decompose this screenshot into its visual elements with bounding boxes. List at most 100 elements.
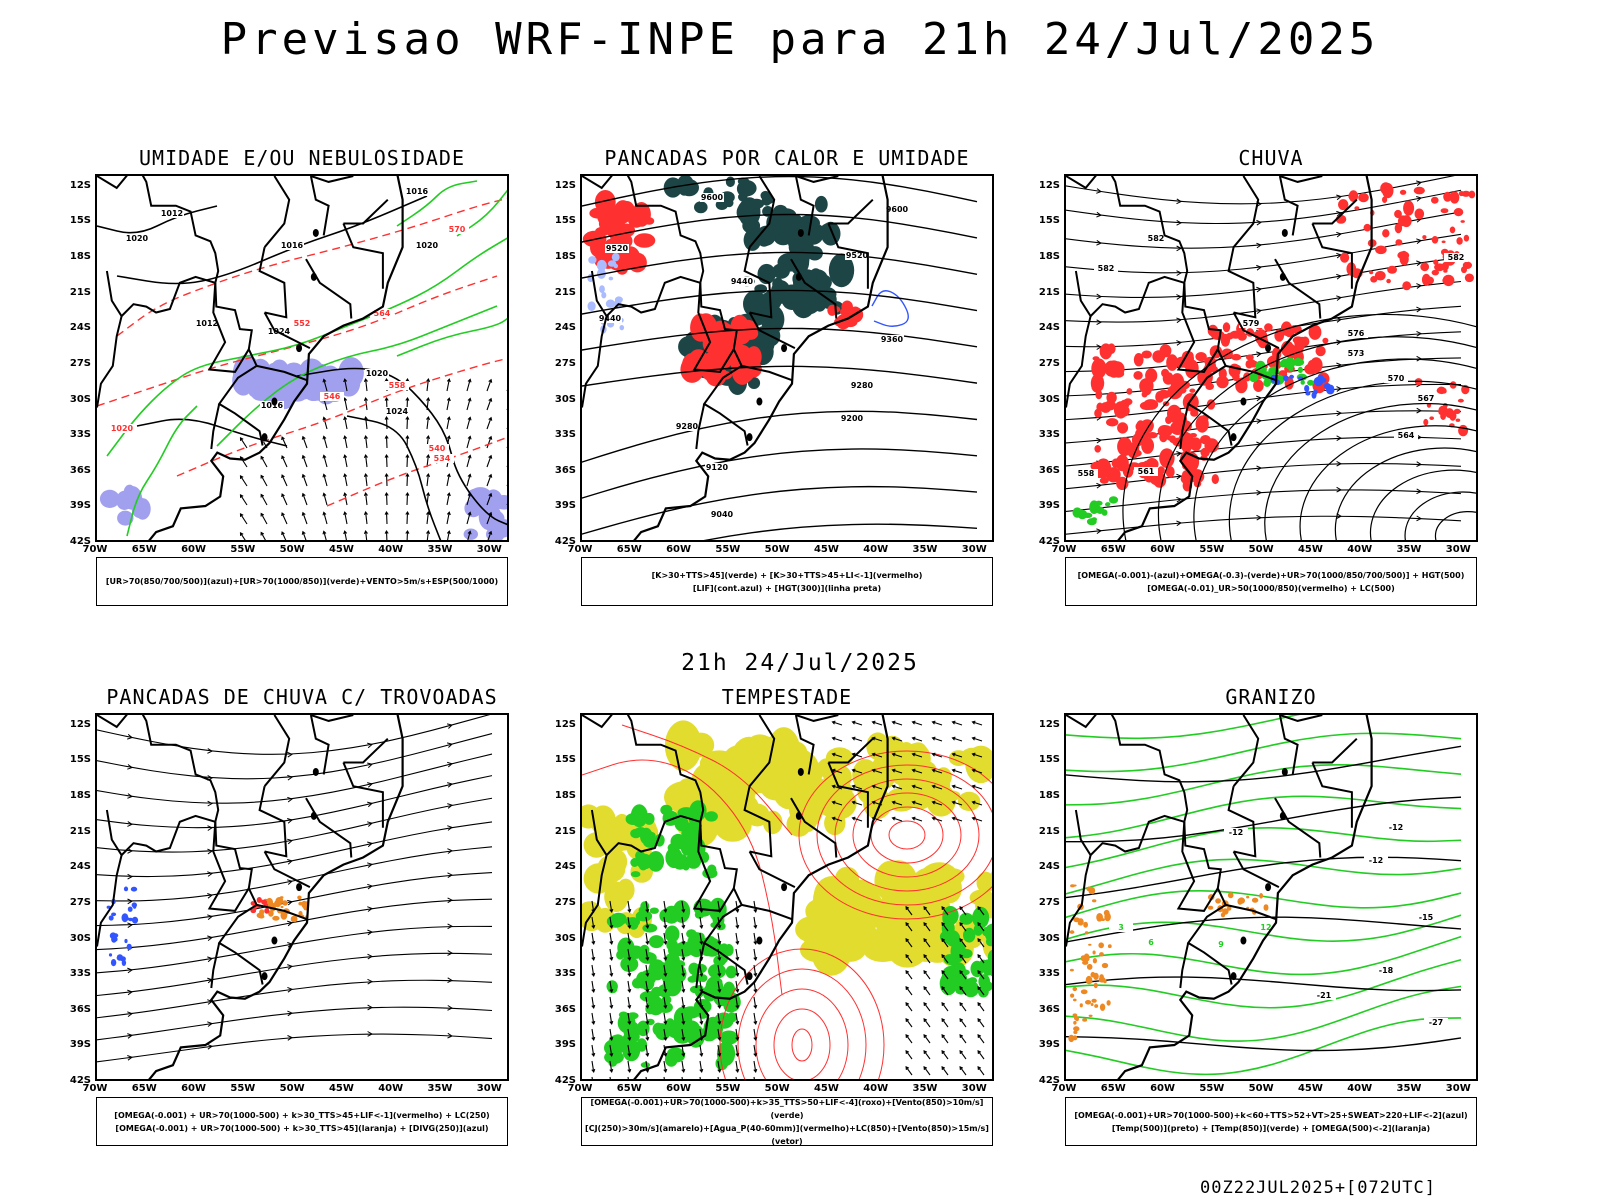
wind-vector-head [322,454,327,459]
jet-area-yellow [824,811,846,836]
latitude-tick-label: 27S [69,357,91,369]
wind-vector-head [911,816,916,821]
wind-vector-head [627,1020,632,1025]
wind-vector-head [699,940,704,945]
wind-vector [753,1076,755,1079]
wind850-area-green [673,960,686,968]
political-border [1311,223,1353,289]
latitude-tick-label: 18S [1038,790,1060,802]
wind-vector-head [467,435,472,440]
longitude-tick-label: 40W [1347,1083,1373,1094]
wind-vector [977,1018,985,1028]
label-bg [1384,823,1408,832]
convective-area-teal [802,225,824,245]
political-border [1183,282,1233,446]
streamline-arrow [1176,451,1183,457]
wind-vector [852,785,863,790]
wind-vector [281,531,287,540]
panel-title: TEMPESTADE [721,685,853,709]
streamline [97,821,493,878]
wind-vector-head [301,511,306,516]
wind-vector-head [851,816,856,821]
wind-vector [912,737,923,742]
wind-vector-head [977,1034,982,1038]
streamline-850hPa [798,750,992,920]
wind-vector-head [951,816,956,821]
wind-vector-head [384,415,389,420]
wind-vector [681,900,685,912]
divergence-area-blue [121,913,129,923]
longitude-tick-label: 60W [1150,1083,1176,1094]
wind-vector-head [239,474,244,479]
wind-vector-head [735,972,740,977]
wind-vector [735,900,739,912]
lifted-index-blue [596,259,607,271]
wind-vector-head [681,988,686,993]
panel-legend: [UR>70(850/700/500)](azul)+[UR>70(1000/8… [96,557,508,606]
wind850-area-green [704,811,718,822]
wind-vector [426,512,429,525]
latitude-tick-label: 36S [1038,464,1060,476]
wind-vector [681,932,685,944]
wind-vector [663,932,667,944]
convective-area-teal [772,263,790,279]
wind-vector-head [322,435,327,440]
streamline-arrow [1096,239,1103,246]
wind-vector-head [959,922,964,926]
label-bg [1374,966,1398,975]
contour-label: 1024 [386,407,409,416]
wind-vector-head [591,1020,596,1025]
wind-vector [753,1028,757,1040]
wind-vector-head [831,720,836,725]
wind-vector-head [426,397,431,402]
rain-area-red [1369,270,1374,275]
latitude-tick-label: 15S [554,754,576,766]
contour-label: 1020 [111,424,134,433]
wind-vector-head [426,454,431,459]
wind-vector [977,1050,985,1060]
political-border [1278,715,1299,775]
wind-vector [932,753,943,758]
rain-area-red [1228,363,1241,378]
contour-label: 573 [1348,349,1365,358]
convective-area-teal [694,201,708,214]
streamline-arrow [447,803,454,809]
wind-vector-head [717,1036,722,1041]
wind-vector [959,1034,967,1044]
wind-vector [507,532,509,542]
wind-vector-head [977,970,982,974]
rain-area-red [1442,277,1450,284]
label-bg [1209,940,1233,949]
humidity-area-blue [486,526,505,540]
wind-vector [323,379,328,392]
streamline [1066,280,1462,323]
temp850-contour [1066,795,1462,839]
lake-mark [296,344,303,353]
wind-vector [872,753,883,758]
wind-vector-head [891,784,896,789]
streamline-arrow [447,897,454,904]
wind-vector [591,1076,593,1079]
political-border [309,715,330,775]
streamline-arrow [1416,461,1423,467]
rain-area-red [1422,235,1427,240]
wind-vector-head [663,956,668,961]
wind-vector-head [301,454,306,459]
streamline-arrow [1176,245,1183,252]
rain-area-red [1145,368,1158,383]
wind-vector [852,769,863,774]
latitude-tick-label: 42S [69,536,91,547]
political-border [1274,258,1322,319]
rain-area-red [1449,381,1457,389]
instability-area-red [605,212,625,238]
label-bg [1134,467,1158,476]
wind-vector [627,1044,631,1056]
rain-area-red [1403,200,1415,216]
streamline [1066,436,1462,467]
latitude-tick-label: 27S [554,896,576,908]
wind-vector-head [971,752,976,757]
wind-vector-head [977,1002,982,1006]
streamline-arrow [367,883,374,890]
streamline-arrow [207,914,214,920]
wind-vector [426,379,429,392]
